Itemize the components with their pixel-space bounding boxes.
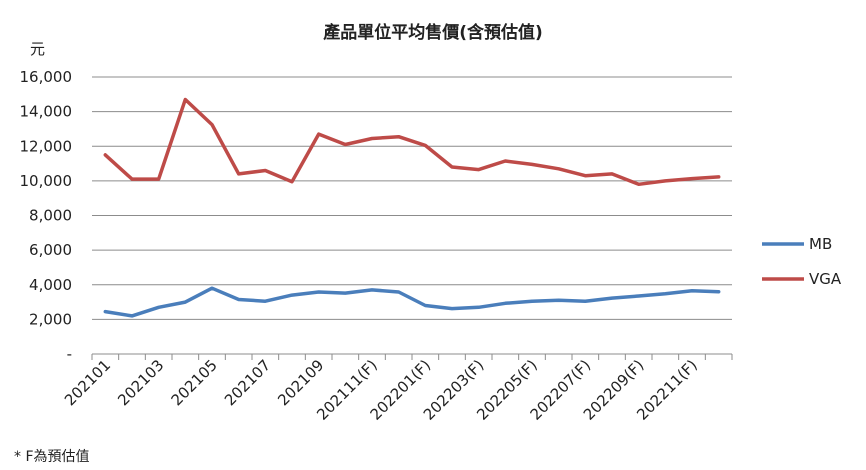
- x-tick-label: 202103: [114, 356, 167, 409]
- y-tick-label: 16,000: [20, 68, 73, 86]
- series-lines: [103, 97, 721, 318]
- y-tick-label: 10,000: [20, 172, 73, 190]
- y-tick-label: 14,000: [20, 103, 73, 121]
- y-tick-label: -: [67, 345, 72, 363]
- x-tick-label: 202105: [168, 356, 221, 409]
- x-axis-tick-labels: 202101 202103 202105 202107 202109202111(F)2…: [61, 356, 701, 424]
- x-tick-label: 202101: [61, 356, 114, 409]
- y-axis-unit-label: 元: [30, 40, 45, 58]
- x-axis: [91, 353, 733, 360]
- legend-label-mb: MB: [809, 235, 832, 253]
- legend-label-vga: VGA: [809, 270, 842, 288]
- y-tick-label: 2,000: [29, 310, 72, 328]
- series-line-vga: [103, 97, 721, 187]
- legend: MB VGA: [762, 235, 842, 288]
- y-tick-label: 8,000: [29, 207, 72, 225]
- footnote: * F為預估值: [14, 449, 90, 465]
- x-tick-label: 202107: [221, 356, 274, 409]
- gridlines: [92, 76, 732, 320]
- y-tick-label: 6,000: [29, 241, 72, 259]
- y-tick-label: 12,000: [20, 137, 73, 155]
- chart-title: 產品單位平均售價(含預估值): [323, 22, 543, 43]
- x-tick-label: 202109: [274, 356, 327, 409]
- y-tick-label: 4,000: [29, 276, 72, 294]
- y-axis-tick-labels: - 2,000 4,000 6,000 8,000 10,000 12,000 14,000 1…: [20, 68, 73, 363]
- series-line-mb: [103, 286, 721, 318]
